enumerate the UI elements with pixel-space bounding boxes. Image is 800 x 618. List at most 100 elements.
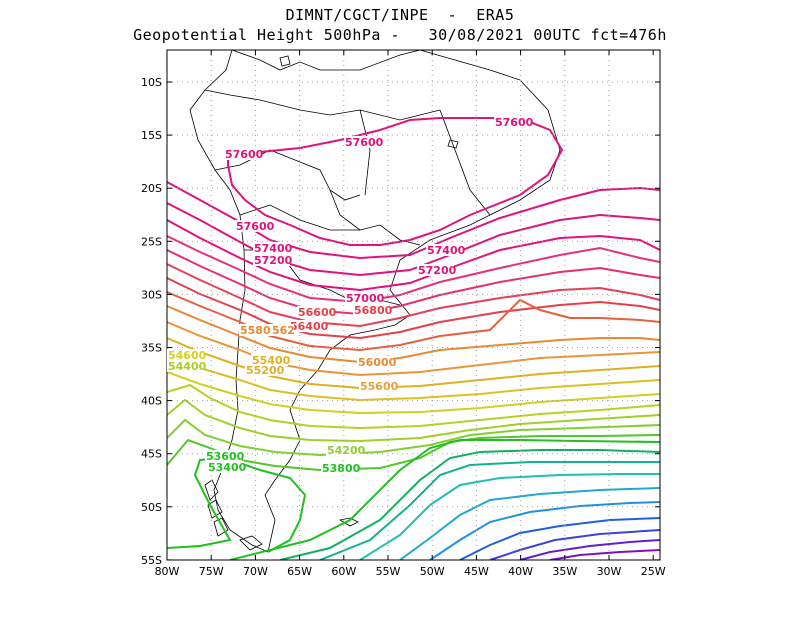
contour-label-bg [345, 292, 382, 304]
contour-label: 55200 [246, 364, 285, 377]
contour-label: 57400 [427, 244, 466, 257]
contour-label-bg [271, 324, 294, 336]
height-contour [167, 321, 660, 377]
contour-label: 562 [272, 324, 295, 337]
height-contour [319, 461, 660, 560]
height-contour [429, 501, 660, 560]
contour-label: 56400 [290, 320, 329, 333]
contour-label-bg [289, 320, 326, 332]
height-contour [167, 383, 660, 430]
contour-label: 57200 [418, 264, 457, 277]
height-contour [167, 202, 660, 277]
height-contour [227, 117, 564, 246]
lat-tick-label: 30S [141, 288, 162, 301]
contour-label: 56600 [298, 306, 337, 319]
contour-label-bg [359, 380, 396, 392]
height-contour [167, 355, 660, 402]
lat-tick-label: 15S [141, 129, 162, 142]
contour-label-bg [426, 244, 463, 256]
contour-label-bg [353, 304, 390, 316]
contour-label: 54400 [168, 360, 207, 373]
contour-label-bg [357, 356, 394, 368]
contour-label-bg [251, 354, 288, 366]
height-contour [167, 398, 660, 443]
height-contour [167, 371, 660, 415]
lon-tick-label: 80W [155, 565, 180, 578]
contour-label: 55800 [240, 324, 279, 337]
contour-label-bg [167, 349, 204, 361]
contour-label-bg [344, 136, 381, 148]
contour-label: 56800 [354, 304, 393, 317]
map-title-line1: DIMNT/CGCT/INPE - ERA5 [285, 6, 515, 24]
contour-label: 56000 [358, 356, 397, 369]
height-contour [167, 434, 660, 472]
height-contour [167, 263, 660, 328]
contour-label-bg [494, 116, 531, 128]
height-contour [459, 517, 660, 560]
contour-label-bg [235, 220, 272, 232]
contour-label-bg [321, 462, 358, 474]
height-contour [359, 473, 660, 560]
contour-label: 55400 [252, 354, 291, 367]
lon-tick-label: 30W [597, 565, 622, 578]
lon-tick-label: 45W [464, 565, 489, 578]
contour-label: 57600 [345, 136, 384, 149]
height-contour [399, 487, 660, 560]
height-contour [167, 291, 660, 352]
contour-label: 53800 [322, 462, 361, 475]
height-contour [167, 277, 660, 340]
contour-label-bg [297, 306, 334, 318]
contour-label: 53400 [208, 461, 247, 474]
contour-label-bg [239, 324, 276, 336]
contour-label: 54600 [168, 349, 207, 362]
contour-lines [167, 117, 660, 560]
lon-tick-label: 50W [420, 565, 445, 578]
contour-label: 54200 [327, 444, 366, 457]
lat-tick-label: 20S [141, 182, 162, 195]
lon-tick-label: 70W [243, 565, 268, 578]
map-frame [166, 49, 661, 561]
contour-label-bg [207, 461, 244, 473]
contour-label-bg [253, 254, 290, 266]
contour-label: 55600 [360, 380, 399, 393]
lat-tick-label: 35S [141, 342, 162, 355]
lat-tick-label: 10S [141, 76, 162, 89]
lon-tick-label: 60W [331, 565, 356, 578]
lat-tick-label: 40S [141, 395, 162, 408]
lat-lon-grid [167, 50, 660, 560]
contour-label: 57600 [225, 148, 264, 161]
contour-label-bg [417, 264, 454, 276]
lon-tick-label: 55W [376, 565, 401, 578]
contour-label-bg [326, 444, 363, 456]
height-contour [167, 219, 660, 292]
lon-tick-label: 65W [287, 565, 312, 578]
height-contour [167, 235, 660, 304]
height-contour [167, 249, 660, 316]
height-contour [549, 549, 660, 560]
contour-label: 57600 [495, 116, 534, 129]
contour-label: 57600 [236, 220, 275, 233]
lat-tick-label: 50S [141, 501, 162, 514]
lat-tick-label: 55S [141, 554, 162, 567]
height-contour [279, 449, 660, 560]
lon-tick-label: 35W [552, 565, 577, 578]
map-title-line2: Geopotential Height 500hPa - 30/08/2021 … [133, 26, 667, 44]
lon-tick-label: 75W [199, 565, 224, 578]
height-contour [519, 539, 660, 560]
contour-label: 57400 [254, 242, 293, 255]
lon-tick-label: 40W [508, 565, 533, 578]
contour-label-bg [253, 242, 290, 254]
contour-label-bg [245, 364, 282, 376]
contour-label-bg [205, 450, 242, 462]
lat-tick-label: 45S [141, 448, 162, 461]
height-contour [229, 439, 660, 560]
lon-tick-label: 25W [641, 565, 666, 578]
contour-label: 57000 [346, 292, 385, 305]
contour-label-bg [224, 148, 261, 160]
contour-label: 53600 [206, 450, 245, 463]
lat-tick-label: 25S [141, 235, 162, 248]
contour-label: 57200 [254, 254, 293, 267]
